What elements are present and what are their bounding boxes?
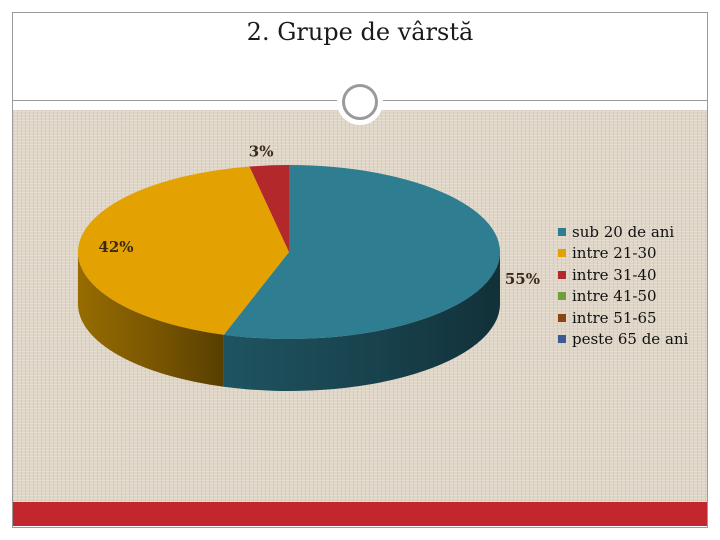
data-label-intre-31-40: 3% — [249, 142, 274, 160]
legend-label: intre 51-65 — [572, 308, 657, 327]
legend-swatch — [558, 227, 566, 236]
legend-label: intre 41-50 — [572, 287, 657, 306]
pie-slice-intre-31-40 — [249, 165, 289, 252]
circle-ornament-icon — [337, 79, 383, 125]
pie-side-sub-20-de-ani — [223, 252, 500, 391]
legend-swatch — [558, 270, 566, 279]
legend-item-intre-31-40: intre 31-40 — [558, 264, 708, 286]
slide-title: 2. Grupe de vârstă — [246, 18, 474, 46]
legend-label: sub 20 de ani — [572, 222, 675, 241]
legend-item-sub-20-de-ani: sub 20 de ani — [558, 221, 708, 243]
data-label-intre-21-30: 42% — [98, 238, 133, 256]
chart-legend: sub 20 de ani intre 21-30 intre 31-40 intre… — [558, 221, 708, 350]
legend-swatch — [558, 249, 566, 258]
pie-chart: 55% 42% 3% — [78, 142, 540, 391]
pie-side-intre-21-30 — [78, 252, 224, 387]
pie-slice-sub-20-de-ani — [223, 165, 501, 339]
data-label-sub-20-de-ani: 55% — [505, 270, 540, 288]
pie-slice-intre-21-30 — [78, 166, 289, 335]
legend-label: peste 65 de ani — [572, 330, 689, 349]
legend-item-peste-65-de-ani: peste 65 de ani — [558, 329, 708, 351]
legend-label: intre 21-30 — [572, 244, 657, 263]
legend-label: intre 31-40 — [572, 265, 657, 284]
legend-swatch — [558, 335, 566, 344]
slide-frame — [12, 12, 708, 528]
bottom-bar — [13, 502, 707, 526]
legend-item-intre-21-30: intre 21-30 — [558, 243, 708, 265]
legend-item-intre-41-50: intre 41-50 — [558, 286, 708, 308]
legend-item-intre-51-65: intre 51-65 — [558, 307, 708, 329]
legend-swatch — [558, 292, 566, 301]
legend-swatch — [558, 313, 566, 322]
